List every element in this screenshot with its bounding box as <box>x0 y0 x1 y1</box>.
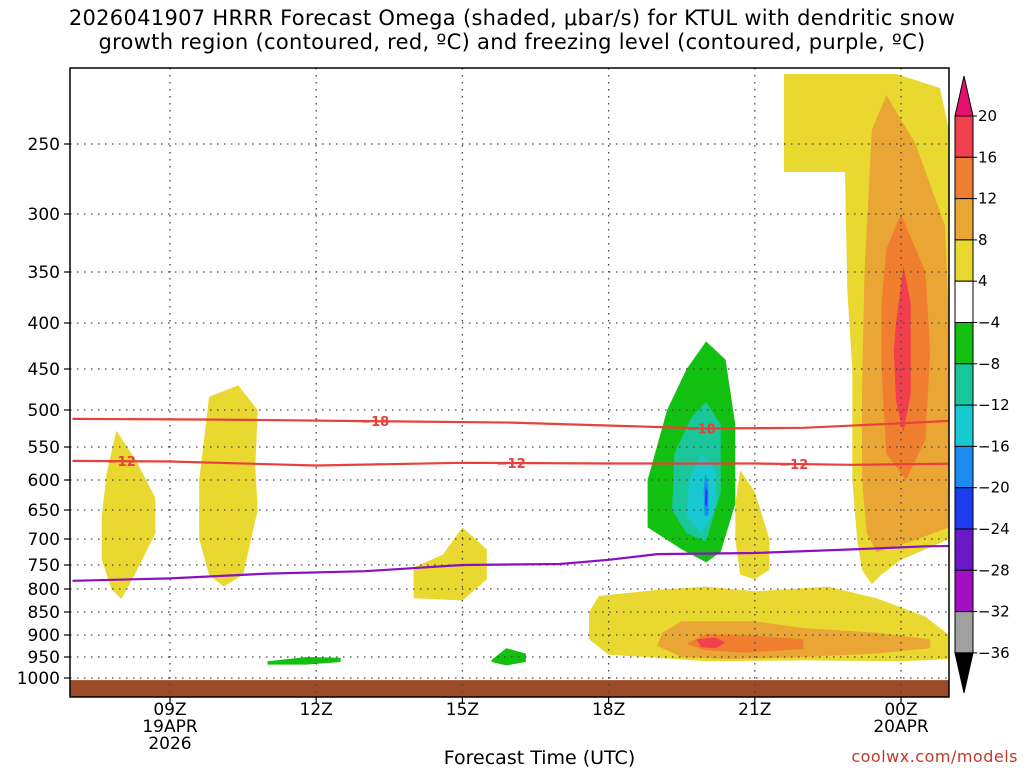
omega-region-16_20 <box>893 266 911 433</box>
colorbar-bin-8_12 <box>954 198 974 241</box>
colorbar: 20 16 12 8 4 −4 −8 −12 −16 −20 −24 −28 −32 −36 <box>954 75 1010 694</box>
chart-title: 2026041907 HRRR Forecast Omega (shaded, … <box>0 6 1024 54</box>
colorbar-bin--20_-16 <box>954 445 974 489</box>
colorbar-label-20: 20 <box>978 107 997 125</box>
colorbar-bin--24_-20 <box>954 487 974 530</box>
y-tick-label-750: 750 <box>28 556 60 576</box>
y-tick-label-450: 450 <box>28 360 60 380</box>
colorbar-label--4: −4 <box>978 314 1000 332</box>
y-tick-label-300: 300 <box>28 205 60 225</box>
colorbar-bottom-arrow <box>954 652 974 694</box>
contour-label--12: −12 <box>779 458 808 473</box>
colorbar-bin--32_-28 <box>954 569 974 613</box>
colorbar-label--20: −20 <box>978 479 1010 497</box>
contour-line--18 <box>72 417 949 430</box>
colorbar-label--28: −28 <box>978 561 1010 579</box>
colorbar-label-4: 4 <box>978 272 988 290</box>
axes: 250 300 350 400 450 500 550 600 650 700 750 800 850 9… <box>17 67 950 768</box>
x-tick-label-09Z-2: 2026 <box>148 734 191 754</box>
colorbar-label-16: 16 <box>978 148 997 166</box>
terrain-block <box>70 680 949 697</box>
colorbar-bin-12_16 <box>954 156 974 200</box>
y-tick-label-650: 650 <box>28 501 60 521</box>
colorbar-label--16: −16 <box>978 437 1010 455</box>
colorbar-bin--12_-8 <box>954 363 974 406</box>
y-tick-label-550: 550 <box>28 438 60 458</box>
x-tick-label-09Z-1: 19APR <box>142 717 198 737</box>
y-tick-label-500: 500 <box>28 401 60 421</box>
plot-area <box>70 68 949 697</box>
colorbar-label--32: −32 <box>978 603 1010 621</box>
colorbar-bin-4_8 <box>954 239 974 282</box>
colorbar-top-arrow <box>954 75 974 117</box>
contour-line-0 <box>72 544 949 582</box>
y-tick-label-250: 250 <box>28 135 60 155</box>
x-tick-label-15Z-0: 15Z <box>446 700 479 720</box>
y-tick-label-600: 600 <box>28 471 60 491</box>
colorbar-label--36: −36 <box>978 644 1010 662</box>
y-tick-label-400: 400 <box>28 314 60 334</box>
plot-frame <box>69 67 950 698</box>
colorbar-bin--4_4 <box>954 280 974 324</box>
colorbar-label-8: 8 <box>978 231 988 249</box>
contour-label--18: −18 <box>687 422 716 437</box>
y-tick-label-350: 350 <box>28 263 60 283</box>
colorbar-label--24: −24 <box>978 520 1010 538</box>
x-tick-label-09Z-0: 09Z <box>153 700 186 720</box>
contour-label--12: −12 <box>107 455 136 470</box>
y-tick-label-1000: 1000 <box>17 669 60 689</box>
omega-region-4_8 <box>101 430 156 600</box>
x-tick-label-00Z-0: 00Z <box>884 700 917 720</box>
colorbar-label--12: −12 <box>978 396 1010 414</box>
x-tick-label-12Z-0: 12Z <box>300 700 333 720</box>
credit-link[interactable]: coolwx.com/models <box>851 747 1018 766</box>
colorbar-label-12: 12 <box>978 190 997 208</box>
chart-title-line1: 2026041907 HRRR Forecast Omega (shaded, … <box>68 6 956 30</box>
omega-region-16_20 <box>696 637 726 649</box>
y-tick-label-850: 850 <box>28 603 60 623</box>
y-tick-label-950: 950 <box>28 648 60 668</box>
x-tick-label-21Z-0: 21Z <box>738 700 771 720</box>
colorbar-bin--8_-4 <box>954 322 974 365</box>
colorbar-label--8: −8 <box>978 355 1000 373</box>
contour-line--12 <box>72 459 949 467</box>
contour-label--12: −12 <box>497 457 526 472</box>
colorbar-bin--16_-12 <box>954 404 974 447</box>
y-tick-label-800: 800 <box>28 580 60 600</box>
omega-region--8_-4 <box>267 657 341 665</box>
colorbar-bin--28_-24 <box>954 528 974 571</box>
x-tick-label-18Z-0: 18Z <box>592 700 625 720</box>
omega-region--24_-20 <box>705 486 708 507</box>
colorbar-bin--36_-32 <box>954 611 974 654</box>
omega-region-4_8 <box>199 385 258 587</box>
contour-label--18: −18 <box>360 415 389 430</box>
y-tick-label-900: 900 <box>28 626 60 646</box>
omega-region--8_-4 <box>491 648 526 666</box>
colorbar-bin-16_20 <box>954 115 974 158</box>
omega-region-4_8 <box>413 527 487 601</box>
chart-title-line2: growth region (contoured, red, ºC) and f… <box>98 30 926 54</box>
x-axis-title: Forecast Time (UTC) <box>444 747 635 768</box>
x-tick-label-00Z-1: 20APR <box>873 717 929 737</box>
y-tick-label-700: 700 <box>28 530 60 550</box>
contour-lines: −18 −18 −12 −12 −12 <box>72 415 949 582</box>
